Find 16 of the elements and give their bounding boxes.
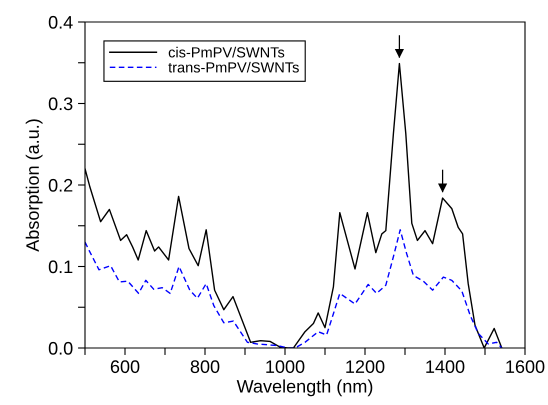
legend-label: cis-PmPV/SWNTs	[168, 46, 284, 58]
x-axis-title: Wavelength (nm)	[236, 379, 372, 396]
x-tick-label: 1000	[266, 360, 304, 374]
x-tick-label: 1200	[346, 360, 384, 374]
y-tick-label: 0.3	[48, 97, 72, 110]
x-tick-label: 600	[110, 360, 140, 374]
legend-label: trans-PmPV/SWNTs	[168, 62, 299, 73]
line-series	[85, 229, 502, 348]
y-tick-label: 0.1	[48, 260, 72, 274]
x-tick-label: 800	[190, 360, 220, 374]
y-tick-label: 0.2	[48, 178, 72, 192]
y-tick-label: 0.4	[48, 16, 73, 29]
x-tick-label: 1400	[426, 360, 464, 374]
text: 0.0	[48, 342, 72, 355]
y-axis-title: Absorption (a.u.)	[26, 119, 43, 252]
x-tick-label: 1600	[506, 360, 544, 374]
